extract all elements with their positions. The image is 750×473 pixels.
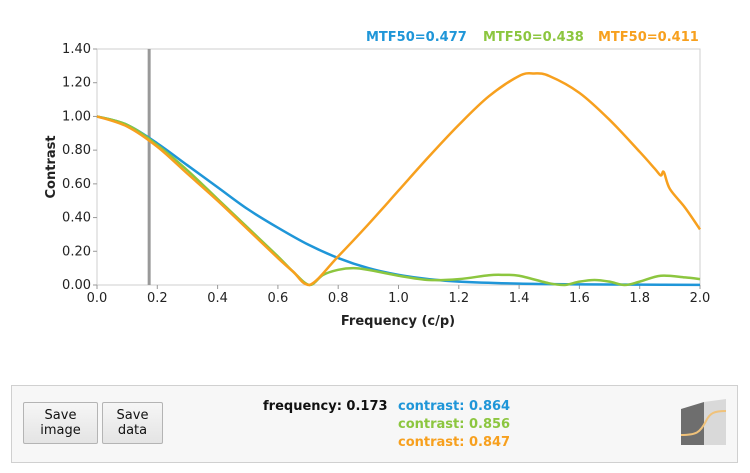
x-tick-label: 1.0: [388, 291, 409, 306]
y-tick-label: 1.00: [62, 109, 91, 124]
x-axis-title: Frequency (c/p): [341, 314, 455, 329]
control-panel: Save image Save data frequency: 0.173 co…: [11, 385, 738, 463]
y-tick-label: 0.40: [62, 211, 91, 226]
y-tick-label: 1.40: [62, 42, 91, 57]
x-tick-label: 0.8: [328, 291, 349, 306]
y-tick-label: 1.20: [62, 76, 91, 91]
x-tick-label: 1.2: [448, 291, 469, 306]
contrast-readout-3: contrast: 0.847: [398, 435, 511, 450]
plot-area: [96, 48, 701, 286]
frequency-readout: frequency: 0.173: [263, 399, 388, 414]
x-tick-label: 0.6: [268, 291, 289, 306]
mtf-chart: 0.000.200.400.600.801.001.201.40 0.0 0.2 0…: [44, 30, 711, 329]
x-axis-ticks: 0.0 0.2 0.4 0.6 0.8 1.0 1.2 1.4 1.6 1.8 2.0: [87, 285, 711, 306]
x-tick-label: 1.8: [629, 291, 650, 306]
save-data-button[interactable]: Save data: [102, 402, 163, 444]
y-tick-label: 0.00: [62, 278, 91, 293]
contrast-readout-1: contrast: 0.864: [398, 399, 511, 414]
mtf50-label-3: MTF50=0.411: [598, 30, 699, 45]
mtf50-label-1: MTF50=0.477: [366, 30, 467, 45]
save-image-button[interactable]: Save image: [23, 402, 98, 444]
series-line-3: [96, 71, 702, 287]
x-tick-label: 0.0: [87, 291, 108, 306]
edge-profile-thumbnail-icon[interactable]: [678, 399, 728, 445]
x-tick-label: 1.6: [569, 291, 590, 306]
x-tick-label: 2.0: [690, 291, 711, 306]
y-axis-ticks: 0.00 0.20 0.40 0.60 0.80 1.00 1.20 1.40: [62, 42, 97, 293]
y-tick-label: 0.20: [62, 244, 91, 259]
y-tick-label: 0.60: [62, 177, 91, 192]
contrast-readout-2: contrast: 0.856: [398, 417, 511, 432]
mtf50-label-2: MTF50=0.438: [483, 30, 584, 45]
x-tick-label: 0.4: [207, 291, 228, 306]
x-tick-label: 1.4: [509, 291, 530, 306]
x-tick-label: 0.2: [147, 291, 168, 306]
y-axis-title: Contrast: [44, 135, 59, 198]
y-tick-label: 0.80: [62, 143, 91, 158]
series-lines: [96, 71, 702, 287]
